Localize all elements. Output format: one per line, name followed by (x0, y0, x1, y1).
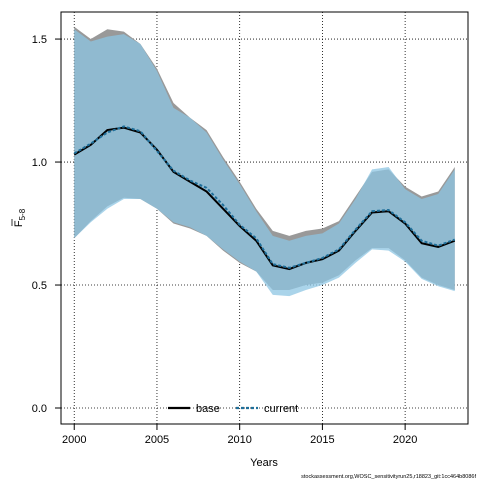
series-lines (73, 125, 456, 271)
svg-text:F5-8: F5-8 (13, 208, 27, 227)
y-axis-title-subscript: 5-8 (18, 208, 27, 220)
y-axis: 0.0 0.5 1.0 1.5 (32, 34, 61, 415)
x-tick-label: 2020 (393, 434, 417, 446)
x-axis: 2000 2005 2010 2015 2020 (62, 424, 417, 446)
legend-label-base: base (196, 403, 220, 415)
x-tick-label: 2000 (62, 434, 86, 446)
y-axis-title-main: F (13, 220, 25, 227)
y-tick-label: 0.0 (32, 403, 47, 415)
legend: base current (168, 403, 298, 415)
plot-frame (60, 11, 469, 425)
x-axis-title: Years (250, 457, 278, 469)
footer-credit: stockassessment.org,WOSC_sensitivityrun2… (301, 474, 476, 480)
y-tick-label: 1.5 (32, 34, 47, 46)
grid-lines (61, 12, 468, 424)
line-current (73, 125, 456, 269)
y-tick-label: 0.5 (32, 280, 47, 292)
x-tick-label: 2015 (310, 434, 334, 446)
y-tick-label: 1.0 (32, 157, 47, 169)
y-axis-title: F5-8 (11, 208, 27, 227)
legend-label-current: current (264, 403, 298, 415)
x-tick-label: 2005 (145, 434, 169, 446)
x-tick-label: 2010 (227, 434, 251, 446)
band-current (74, 29, 455, 297)
